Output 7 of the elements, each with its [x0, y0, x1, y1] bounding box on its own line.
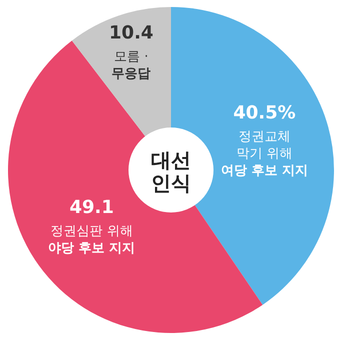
data-label: 40.5%	[233, 102, 296, 124]
slice-label: 정권교체 막기 위해 여당 후보 지지	[220, 130, 308, 179]
slice-label: 모름 · 무응답	[112, 50, 151, 82]
slice-label: 정권심판 위해 야당 후보 지지	[48, 224, 136, 256]
text: 10.4	[109, 22, 154, 44]
text: 대선 인식	[151, 148, 191, 195]
text: 49.1	[69, 197, 114, 218]
